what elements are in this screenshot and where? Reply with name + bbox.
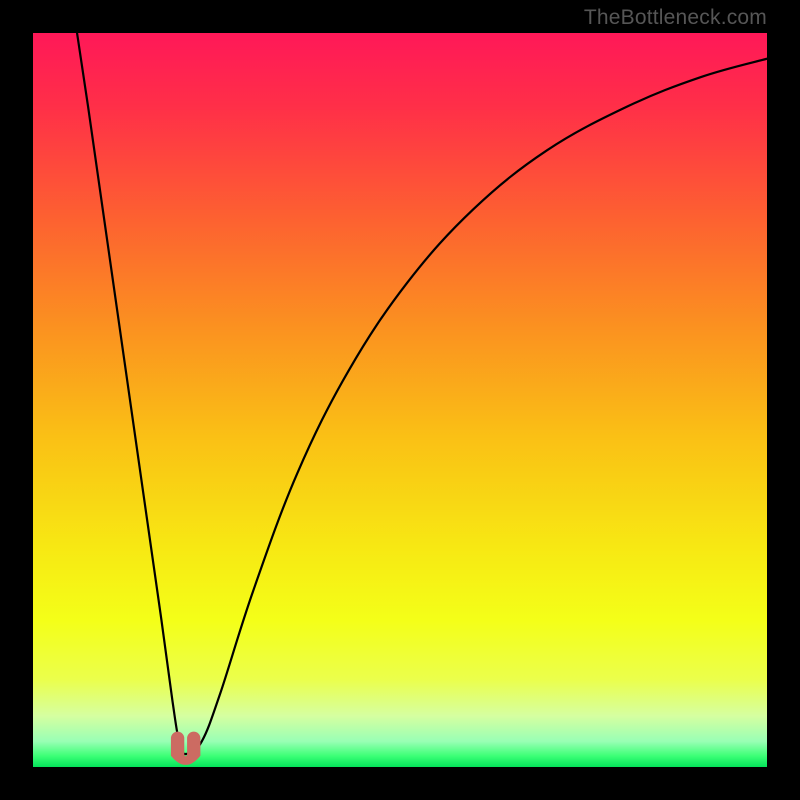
curve-minimum-marker xyxy=(171,732,199,764)
curve-layer xyxy=(33,33,767,767)
watermark-text: TheBottleneck.com xyxy=(584,6,767,30)
chart-frame: TheBottleneck.com xyxy=(0,0,800,800)
plot-area xyxy=(33,33,767,767)
bottleneck-curve xyxy=(77,33,767,754)
